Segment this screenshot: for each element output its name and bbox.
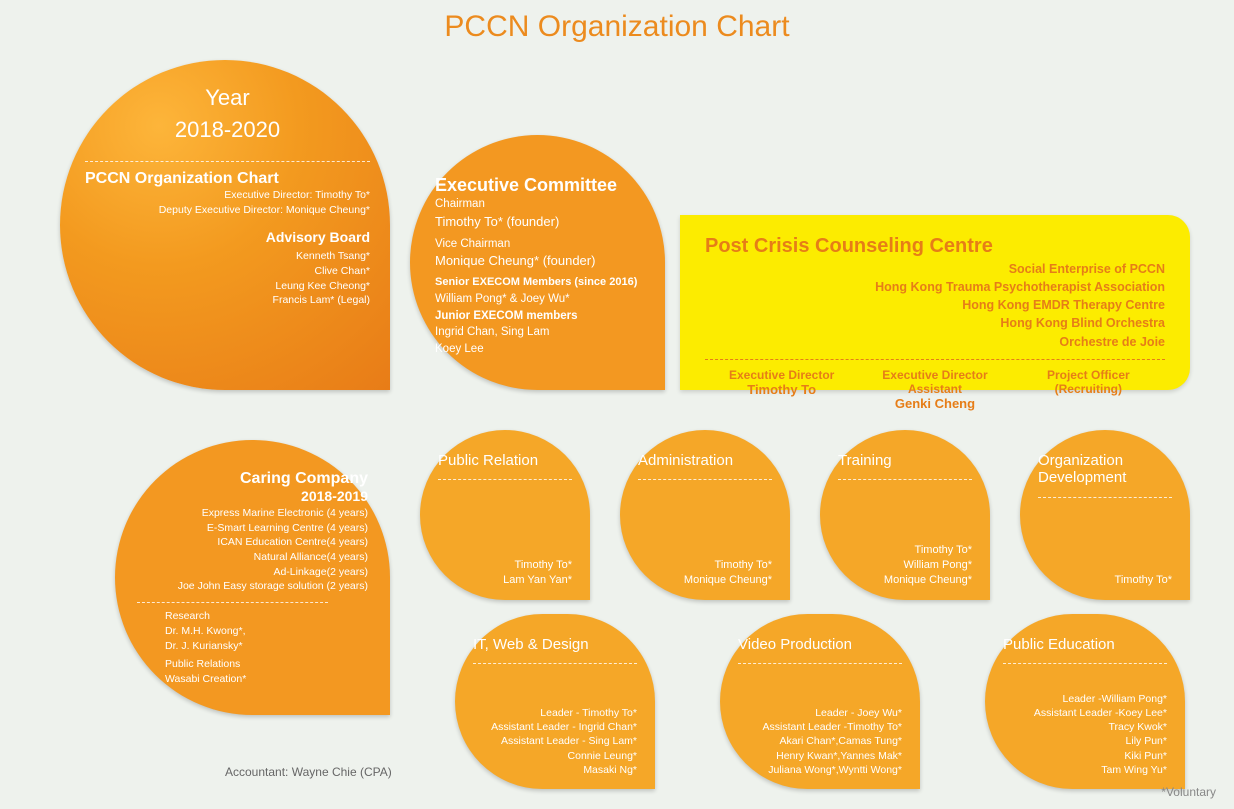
leaf-title: Public Education xyxy=(1003,636,1167,653)
leaf-title: IT, Web & Design xyxy=(473,636,637,653)
exec-committee-bubble: Executive Committee Chairman Timothy To*… xyxy=(410,135,665,390)
post-crisis-box: Post Crisis Counseling Centre Social Ent… xyxy=(680,215,1190,390)
leaf-title: Video Production xyxy=(738,636,902,653)
main-org-bubble: Year 2018-2020 PCCN Organization Chart E… xyxy=(60,60,390,390)
exec-title: Executive Committee xyxy=(435,175,645,196)
leaf-public-education: Public Education Leader -William Pong* A… xyxy=(985,614,1185,789)
leaf-it-web-design: IT, Web & Design Leader - Timothy To* As… xyxy=(455,614,655,789)
main-section-title: PCCN Organization Chart xyxy=(85,170,370,188)
advisory-members: Kenneth Tsang* Clive Chan* Leung Kee Che… xyxy=(85,249,370,308)
leaf-title: Administration xyxy=(638,452,772,469)
leaf-public-relation: Public Relation Timothy To* Lam Yan Yan* xyxy=(420,430,590,600)
role1-name: Timothy To xyxy=(705,382,858,397)
junior-names: Ingrid Chan, Sing Lam Koey Lee xyxy=(435,324,645,357)
yellow-roles: Executive Director Timothy To Executive … xyxy=(705,368,1165,411)
leaf-body: Leader -William Pong* Assistant Leader -… xyxy=(1003,692,1167,777)
role3-title: Project Officer (Recruiting) xyxy=(1012,368,1165,396)
caring-pr-label: Public Relations xyxy=(165,657,368,672)
leaf-body: Timothy To* William Pong* Monique Cheung… xyxy=(838,543,972,588)
leaf-title: Training xyxy=(838,452,972,469)
caring-companies: Express Marine Electronic (4 years) E-Sm… xyxy=(137,506,368,594)
leaf-body: Timothy To* Monique Cheung* xyxy=(638,558,772,588)
exec-dir-line: Executive Director: Timothy To* xyxy=(85,188,370,203)
leaf-title: Public Relation xyxy=(438,452,572,469)
caring-year: 2018-2019 xyxy=(137,488,368,504)
leaf-body: Leader - Joey Wu* Assistant Leader -Timo… xyxy=(738,706,902,777)
leaf-title: Organization Development xyxy=(1038,452,1172,487)
chairman-label: Chairman xyxy=(435,196,645,213)
year-range: 2018-2020 xyxy=(85,117,370,143)
caring-title: Caring Company xyxy=(137,470,368,488)
yellow-title: Post Crisis Counseling Centre xyxy=(705,235,1165,258)
leaf-org-development: Organization Development Timothy To* xyxy=(1020,430,1190,600)
yellow-lines: Social Enterprise of PCCN Hong Kong Trau… xyxy=(705,260,1165,351)
leaf-administration: Administration Timothy To* Monique Cheun… xyxy=(620,430,790,600)
chairman-name: Timothy To* (founder) xyxy=(435,213,645,232)
vice-name: Monique Cheung* (founder) xyxy=(435,252,645,271)
footer-voluntary: *Voluntary xyxy=(1161,785,1216,799)
year-label: Year xyxy=(85,85,370,111)
leaf-video-production: Video Production Leader - Joey Wu* Assis… xyxy=(720,614,920,789)
research-names: Dr. M.H. Kwong*, Dr. J. Kuriansky* xyxy=(165,624,368,653)
research-label: Research xyxy=(165,609,368,624)
advisory-title: Advisory Board xyxy=(85,229,370,245)
leaf-body: Timothy To* xyxy=(1038,573,1172,588)
leaf-body: Timothy To* Lam Yan Yan* xyxy=(438,558,572,588)
role2-title: Executive Director Assistant xyxy=(858,368,1011,396)
footer-accountant: Accountant: Wayne Chie (CPA) xyxy=(225,765,392,779)
caring-company-bubble: Caring Company 2018-2019 Express Marine … xyxy=(115,440,390,715)
role1-title: Executive Director xyxy=(705,368,858,382)
page-title: PCCN Organization Chart xyxy=(0,10,1234,44)
leaf-training: Training Timothy To* William Pong* Moniq… xyxy=(820,430,990,600)
junior-label: Junior EXECOM members xyxy=(435,308,645,325)
senior-names: William Pong* & Joey Wu* xyxy=(435,291,645,308)
vice-label: Vice Chairman xyxy=(435,236,645,253)
leaf-body: Leader - Timothy To* Assistant Leader - … xyxy=(473,706,637,777)
caring-pr-name: Wasabi Creation* xyxy=(165,672,368,687)
senior-label: Senior EXECOM Members (since 2016) xyxy=(435,275,645,291)
deputy-dir-line: Deputy Executive Director: Monique Cheun… xyxy=(85,203,370,218)
role2-name: Genki Cheng xyxy=(858,396,1011,411)
